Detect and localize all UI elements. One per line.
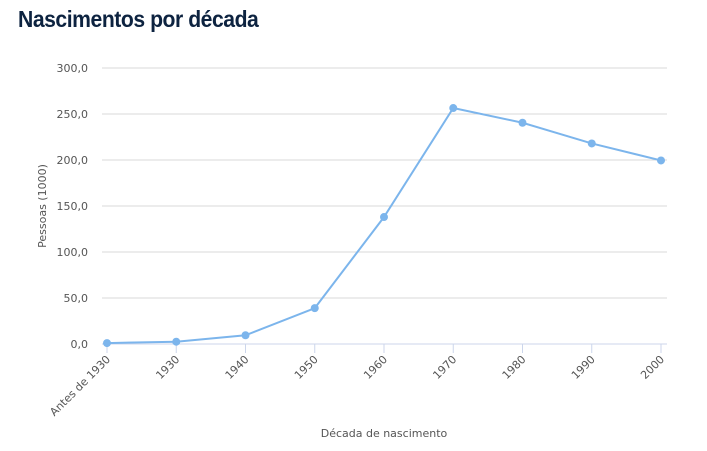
data-point	[518, 118, 527, 127]
data-point	[172, 337, 181, 346]
x-tick-label: 1990	[569, 353, 598, 382]
data-point	[587, 139, 596, 148]
chart-title: Nascimentos por década	[18, 6, 259, 32]
x-tick-label: 1960	[361, 353, 390, 382]
y-tick-label: 100,0	[57, 246, 89, 259]
x-axis-label: Década de nascimento	[321, 427, 448, 440]
y-tick-label: 300,0	[57, 62, 89, 75]
data-point	[380, 213, 388, 222]
series-line	[106, 106, 662, 345]
y-tick-label: 250,0	[57, 108, 89, 121]
data-point	[241, 331, 250, 340]
data-point	[449, 104, 458, 113]
y-tick-label: 200,0	[57, 154, 89, 167]
data-point	[103, 339, 111, 348]
x-tick-label: 1970	[430, 353, 459, 382]
y-tick-label: 50,0	[64, 292, 89, 305]
x-tick-label: 1930	[153, 353, 182, 382]
data-point	[310, 304, 319, 313]
x-tick-label: Antes de 1930	[47, 353, 113, 419]
x-tick-label: 1950	[292, 353, 321, 382]
data-point	[657, 156, 665, 165]
x-tick-label: 1980	[500, 353, 529, 382]
y-tick-label: 0,0	[71, 338, 89, 351]
y-tick-label: 150,0	[57, 200, 89, 213]
y-axis-label: Pessoas (1000)	[36, 164, 49, 248]
x-tick-label: 2000	[638, 353, 667, 382]
x-tick-label: 1940	[223, 353, 252, 382]
